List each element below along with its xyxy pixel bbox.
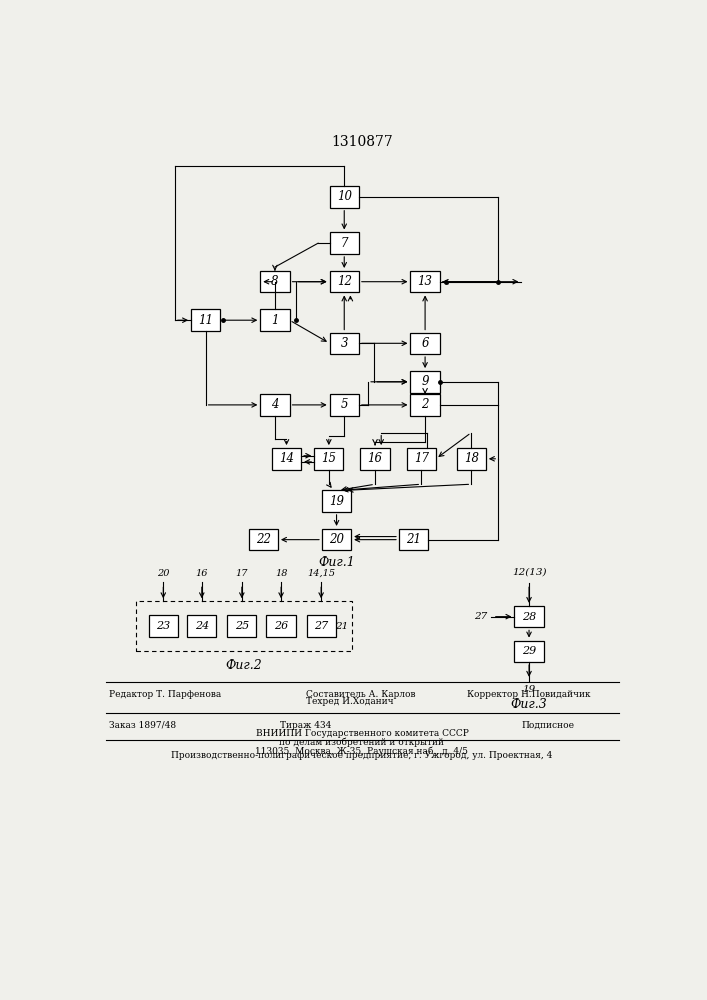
Bar (329, 333, 359, 354)
Text: 3: 3 (341, 337, 348, 350)
Text: 7: 7 (341, 237, 348, 250)
Text: 26: 26 (274, 621, 288, 631)
Text: 12(13): 12(13) (512, 568, 547, 577)
Text: 19: 19 (522, 685, 536, 694)
Text: Тираж 434: Тираж 434 (280, 721, 332, 730)
Text: 15: 15 (322, 452, 337, 465)
Bar (322, 490, 351, 512)
Text: 21: 21 (406, 533, 421, 546)
Bar (260, 309, 290, 331)
Text: Корректор Н.Повидайчик: Корректор Н.Повидайчик (467, 690, 591, 699)
Bar (361, 448, 390, 470)
Text: 22: 22 (256, 533, 271, 546)
Text: Фиг.2: Фиг.2 (226, 659, 262, 672)
Bar (329, 394, 359, 416)
Text: 29: 29 (522, 646, 536, 656)
Text: 10: 10 (337, 190, 352, 204)
Bar (329, 271, 359, 292)
Text: 1310877: 1310877 (331, 135, 393, 149)
Text: Фиг.1: Фиг.1 (318, 556, 355, 569)
Bar (457, 448, 486, 470)
Text: 9: 9 (421, 375, 429, 388)
Bar (260, 394, 290, 416)
Text: 17: 17 (414, 452, 428, 465)
Bar (227, 615, 257, 637)
Text: 12: 12 (337, 275, 352, 288)
Text: 5: 5 (341, 398, 348, 411)
Text: 18: 18 (464, 452, 479, 465)
Text: 19: 19 (329, 495, 344, 508)
Bar (411, 271, 440, 292)
Text: 6: 6 (421, 337, 429, 350)
Bar (272, 448, 301, 470)
Bar (515, 641, 544, 662)
Bar (267, 615, 296, 637)
Bar (249, 529, 278, 550)
Text: 13: 13 (418, 275, 433, 288)
Bar (148, 615, 178, 637)
Text: 11: 11 (198, 314, 213, 327)
Text: 25: 25 (235, 621, 249, 631)
Bar (187, 615, 216, 637)
Text: 24: 24 (194, 621, 209, 631)
Bar (136, 601, 352, 651)
Bar (329, 186, 359, 208)
Text: 14,15: 14,15 (307, 569, 335, 578)
Text: 27: 27 (474, 612, 487, 621)
Bar (515, 606, 544, 627)
Bar (322, 529, 351, 550)
Bar (407, 448, 436, 470)
Bar (191, 309, 221, 331)
Text: 17: 17 (235, 569, 248, 578)
Bar (307, 615, 336, 637)
Bar (411, 333, 440, 354)
Text: 20: 20 (329, 533, 344, 546)
Text: 28: 28 (522, 612, 536, 622)
Bar (399, 529, 428, 550)
Text: 23: 23 (156, 621, 170, 631)
Bar (411, 371, 440, 393)
Bar (260, 271, 290, 292)
Text: Фиг.3: Фиг.3 (510, 698, 547, 711)
Text: ВНИИПИ Государственного комитета СССР: ВНИИПИ Государственного комитета СССР (255, 729, 469, 738)
Text: 20: 20 (157, 569, 170, 578)
Text: 4: 4 (271, 398, 279, 411)
Bar (411, 394, 440, 416)
Text: 14: 14 (279, 452, 294, 465)
Bar (329, 232, 359, 254)
Text: 16: 16 (196, 569, 208, 578)
Text: Составитель А. Карлов: Составитель А. Карлов (305, 690, 415, 699)
Text: Производственно-полиграфическое предприятие, г. Ужгород, ул. Проектная, 4: Производственно-полиграфическое предприя… (171, 751, 553, 760)
Bar (314, 448, 344, 470)
Text: 27: 27 (314, 621, 328, 631)
Text: Редактор Т. Парфенова: Редактор Т. Парфенова (110, 690, 221, 699)
Text: Заказ 1897/48: Заказ 1897/48 (110, 721, 177, 730)
Text: 113035, Москва, Ж-35, Раушская наб., д. 4/5: 113035, Москва, Ж-35, Раушская наб., д. … (255, 746, 469, 756)
Text: по делам изобретений и открытий: по делам изобретений и открытий (279, 738, 445, 747)
Text: 2: 2 (421, 398, 429, 411)
Text: Техред И.Ходанич: Техред И.Ходанич (305, 698, 393, 706)
Text: 18: 18 (275, 569, 287, 578)
Text: 21: 21 (335, 622, 348, 631)
Text: 16: 16 (368, 452, 382, 465)
Text: 1: 1 (271, 314, 279, 327)
Text: 8: 8 (271, 275, 279, 288)
Text: Подписное: Подписное (521, 721, 574, 730)
